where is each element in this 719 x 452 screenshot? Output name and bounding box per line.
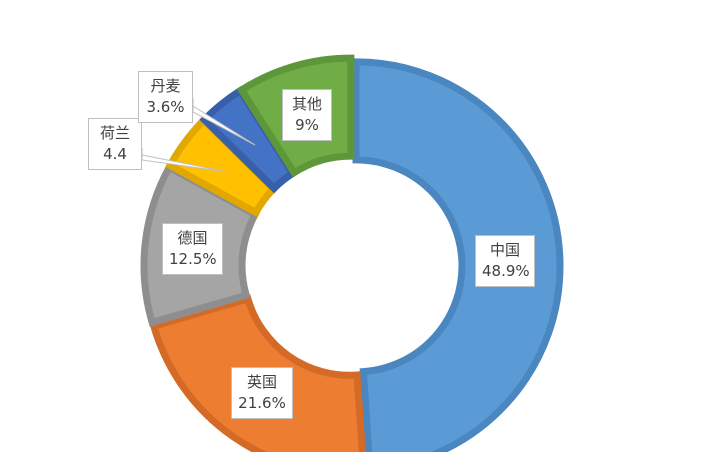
label-name: 德国 bbox=[177, 229, 208, 247]
data-label-netherlands: 荷兰 4.4 bbox=[88, 118, 142, 170]
label-value: 21.6% bbox=[238, 394, 286, 412]
label-value: 3.6% bbox=[146, 98, 185, 116]
leader-line-denmark bbox=[192, 98, 256, 146]
slice-0 bbox=[352, 58, 564, 452]
label-name: 丹麦 bbox=[150, 77, 181, 95]
label-value: 48.9% bbox=[482, 262, 530, 280]
label-name: 其他 bbox=[291, 95, 322, 113]
data-label-denmark: 丹麦 3.6% bbox=[138, 71, 193, 123]
data-label-china: 中国 48.9% bbox=[475, 235, 535, 287]
label-name: 中国 bbox=[489, 241, 520, 259]
data-label-other: 其他 9% bbox=[282, 89, 332, 141]
label-name: 英国 bbox=[246, 373, 277, 391]
label-value: 12.5% bbox=[169, 250, 217, 268]
label-value: 9% bbox=[295, 116, 319, 134]
data-label-uk: 英国 21.6% bbox=[231, 367, 293, 419]
label-value: 4.4 bbox=[103, 145, 127, 163]
data-label-germany: 德国 12.5% bbox=[162, 223, 223, 275]
label-name: 荷兰 bbox=[99, 124, 130, 142]
leader-line-netherlands bbox=[141, 148, 229, 173]
